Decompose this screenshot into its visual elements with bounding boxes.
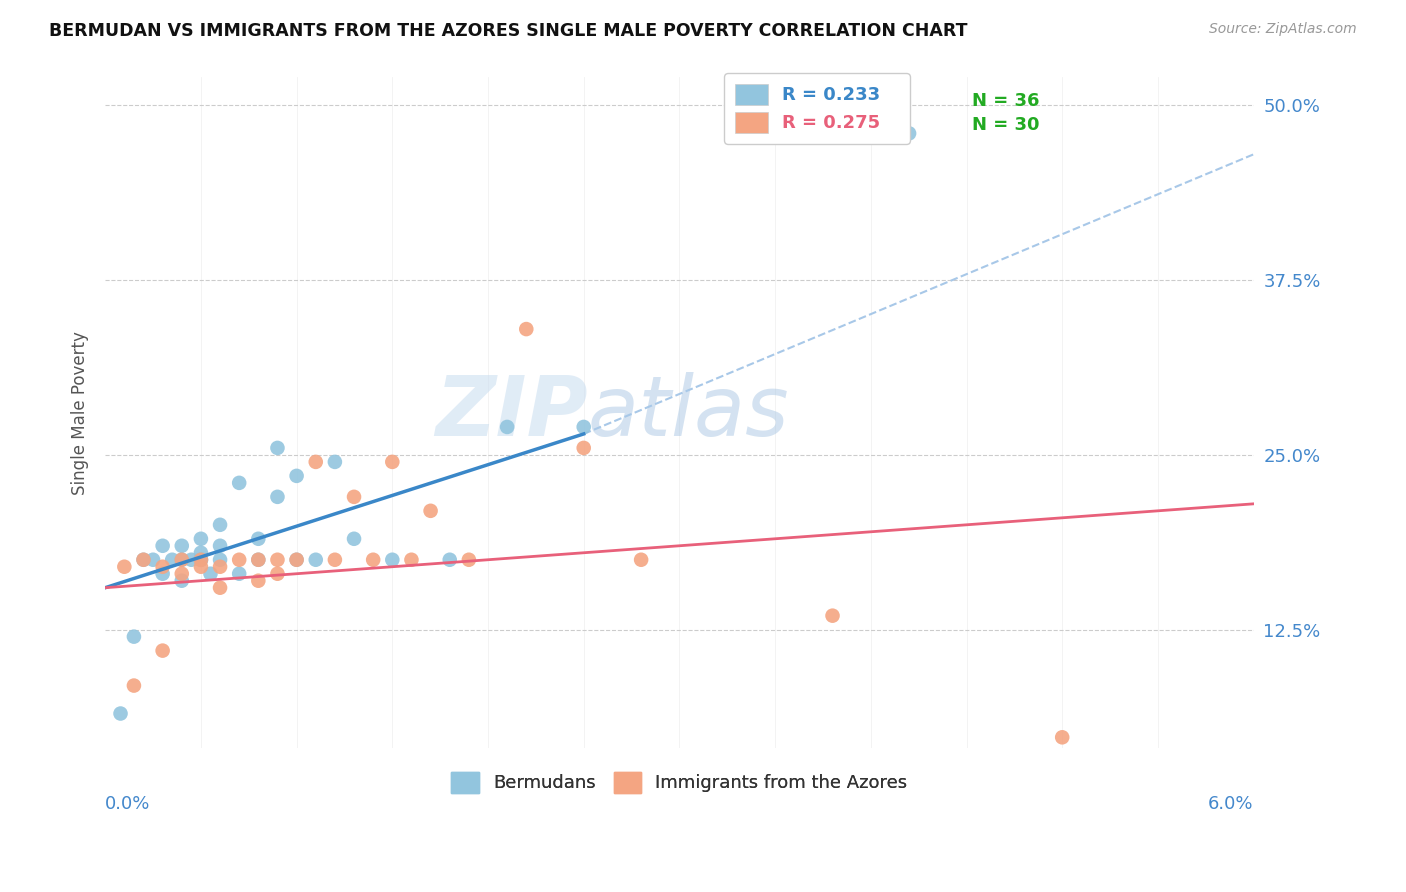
Point (401, 553, 423, 567)
Point (572, 441, 595, 455)
Text: 0.0%: 0.0% (105, 796, 150, 814)
Point (180, 553, 202, 567)
Point (419, 504, 441, 518)
Point (152, 566, 174, 581)
Point (821, 608, 844, 623)
Point (439, 553, 461, 567)
Point (247, 553, 270, 567)
Point (170, 566, 193, 581)
Point (190, 532, 212, 546)
Point (112, 559, 135, 574)
Point (190, 553, 212, 567)
Point (381, 553, 404, 567)
Point (266, 441, 288, 455)
Point (515, 322, 537, 336)
Point (142, 553, 165, 567)
Legend: Bermudans, Immigrants from the Azores: Bermudans, Immigrants from the Azores (444, 764, 914, 800)
Point (122, 679, 145, 693)
Point (305, 553, 328, 567)
Y-axis label: Single Male Poverty: Single Male Poverty (72, 331, 89, 495)
Point (228, 553, 250, 567)
Text: Source: ZipAtlas.com: Source: ZipAtlas.com (1209, 22, 1357, 37)
Point (266, 490, 288, 504)
Text: ZIP: ZIP (434, 373, 588, 453)
Point (803, 112, 825, 127)
Point (190, 559, 212, 574)
Point (630, 553, 652, 567)
Point (170, 539, 193, 553)
Point (152, 559, 174, 574)
Point (323, 455, 346, 469)
Point (247, 574, 270, 588)
Text: atlas: atlas (588, 373, 789, 453)
Point (343, 532, 366, 546)
Text: N = 36: N = 36 (972, 92, 1040, 111)
Point (122, 630, 145, 644)
Point (209, 559, 232, 574)
Point (170, 574, 193, 588)
Point (323, 553, 346, 567)
Point (285, 468, 308, 483)
Text: BERMUDAN VS IMMIGRANTS FROM THE AZORES SINGLE MALE POVERTY CORRELATION CHART: BERMUDAN VS IMMIGRANTS FROM THE AZORES S… (49, 22, 967, 40)
Point (266, 553, 288, 567)
Point (247, 532, 270, 546)
Point (200, 566, 222, 581)
Point (247, 553, 270, 567)
Point (152, 643, 174, 657)
Point (361, 553, 384, 567)
Point (572, 420, 595, 434)
Point (209, 581, 232, 595)
Point (381, 455, 404, 469)
Point (228, 475, 250, 490)
Point (209, 539, 232, 553)
Point (152, 539, 174, 553)
Point (1050, 731, 1073, 745)
Point (457, 553, 479, 567)
Point (285, 553, 308, 567)
Point (190, 553, 212, 567)
Point (228, 566, 250, 581)
Text: N = 30: N = 30 (972, 116, 1040, 135)
Point (343, 490, 366, 504)
Point (209, 553, 232, 567)
Point (160, 553, 183, 567)
Point (305, 455, 328, 469)
Point (898, 127, 921, 141)
Point (132, 553, 155, 567)
Point (110, 706, 132, 721)
Point (496, 420, 519, 434)
Point (190, 546, 212, 560)
Point (209, 517, 232, 532)
Point (285, 553, 308, 567)
Point (266, 566, 288, 581)
Text: 6.0%: 6.0% (1208, 796, 1254, 814)
Point (132, 553, 155, 567)
Point (190, 553, 212, 567)
Point (170, 553, 193, 567)
Point (170, 553, 193, 567)
